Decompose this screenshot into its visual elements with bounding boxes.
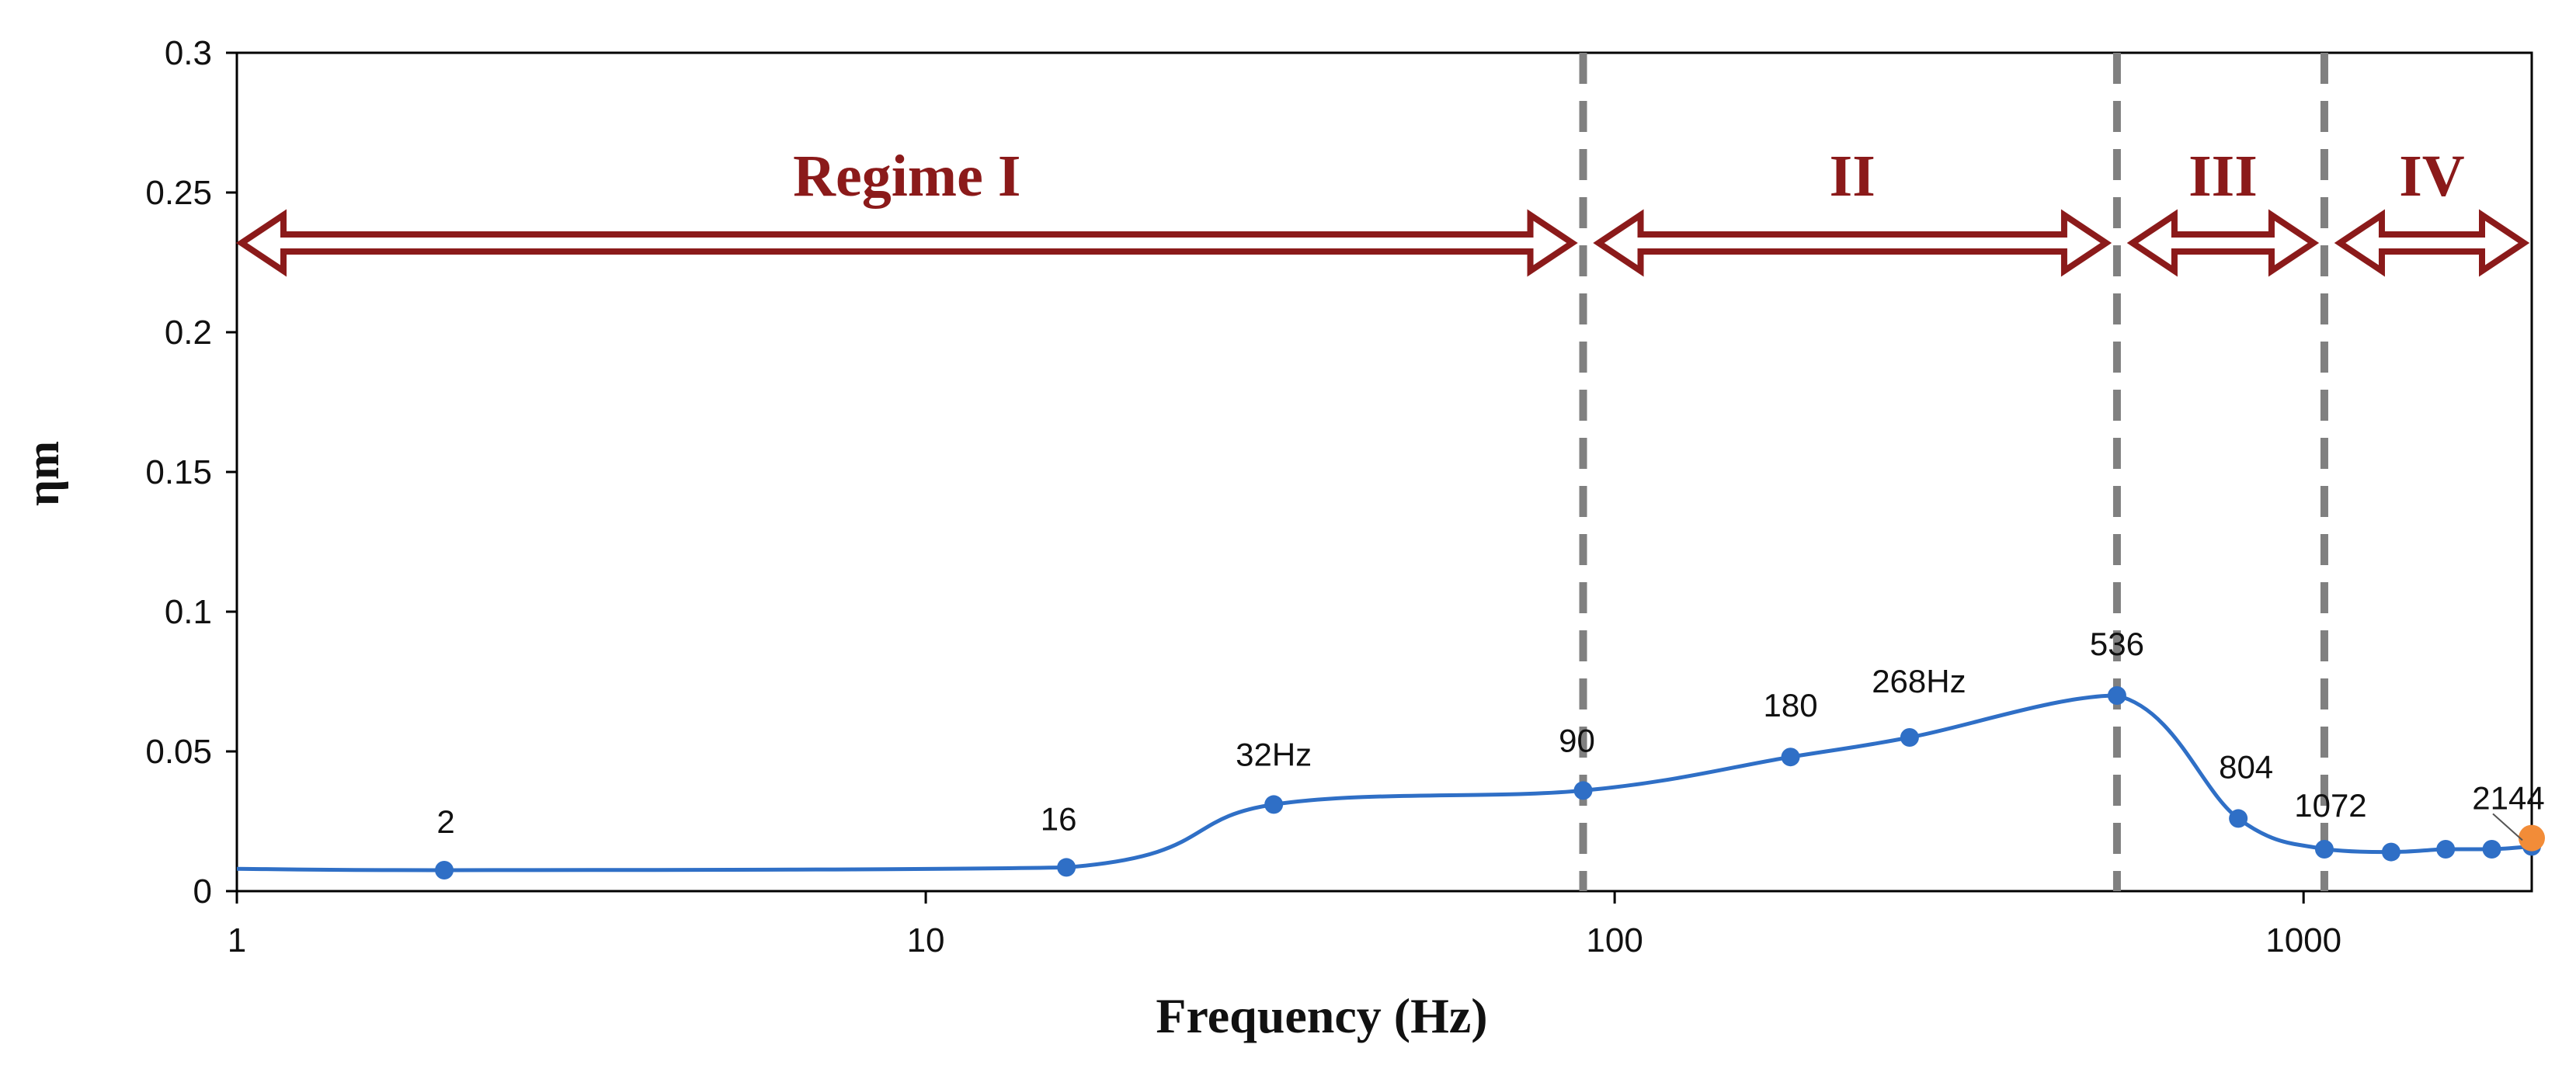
data-point-2 — [435, 861, 454, 879]
regime-arrow-4 — [2334, 209, 2530, 277]
data-label-16: 16 — [1041, 800, 1077, 837]
data-point-536 — [2107, 686, 2126, 705]
plot-frame — [235, 51, 2533, 893]
regime-label-1: Regime I — [793, 144, 1020, 209]
data-point-32 — [1264, 795, 1284, 814]
data-point-1072 — [2314, 840, 2334, 859]
data-point-1340 — [2381, 842, 2400, 862]
data-point-16 — [1057, 858, 1076, 877]
x-tick-label-1: 1 — [228, 921, 246, 959]
data-label-268: 268Hz — [1872, 663, 1966, 699]
regime-label-2: II — [1830, 144, 1876, 209]
data-point-1876 — [2482, 840, 2501, 859]
y-tick-label-0.3: 0.3 — [165, 34, 212, 72]
x-axis-title: Frequency (Hz) — [1156, 988, 1487, 1043]
data-label-leader-2144 — [2492, 813, 2523, 841]
data-point-180 — [1781, 748, 1800, 767]
x-tick-label-10: 10 — [907, 921, 945, 959]
y-tick-label-0.1: 0.1 — [165, 593, 212, 631]
regime-arrow-2 — [1593, 209, 2112, 277]
data-label-536: 536 — [2090, 626, 2144, 662]
y-tick-label-0.15: 0.15 — [145, 453, 212, 491]
series-line — [236, 693, 2533, 873]
highlight-point — [2519, 824, 2545, 852]
data-label-32: 32Hz — [1236, 736, 1312, 772]
data-point-268 — [1900, 728, 1919, 747]
data-label-180: 180 — [1764, 687, 1818, 723]
data-label-804: 804 — [2219, 748, 2273, 785]
y-axis-title: ηm — [17, 441, 68, 506]
regime-label-3: III — [2188, 144, 2258, 209]
regime-arrow-1 — [235, 209, 1578, 277]
x-tick-label-100: 100 — [1586, 921, 1643, 959]
data-label-2: 2 — [436, 803, 454, 840]
data-point-804 — [2229, 809, 2248, 828]
data-point-90 — [1573, 781, 1593, 800]
regime-arrow-3 — [2126, 209, 2320, 277]
data-label-2144: 2144 — [2472, 779, 2544, 816]
data-label-90: 90 — [1559, 722, 1595, 758]
regime-label-4: IV — [2399, 144, 2465, 209]
data-point-1608 — [2436, 840, 2456, 859]
y-tick-label-0.2: 0.2 — [165, 314, 212, 352]
data-label-1072: 1072 — [2294, 787, 2366, 824]
x-tick-label-1000: 1000 — [2265, 921, 2341, 959]
y-tick-label-0.25: 0.25 — [145, 174, 212, 212]
y-tick-label-0.05: 0.05 — [145, 733, 212, 771]
y-tick-label-0: 0 — [193, 873, 212, 911]
